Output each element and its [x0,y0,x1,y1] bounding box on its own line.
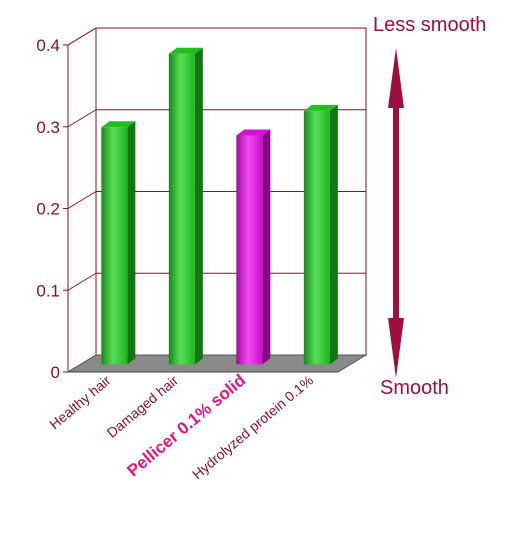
bar-front [303,110,330,365]
arrow-head-down [388,318,404,378]
gridline-side [67,27,97,46]
arrow-head-up [388,48,404,108]
bar-top [101,121,136,128]
bar-side [262,129,271,365]
y-tick-label: 0.4 [36,36,60,55]
chart-floor [66,354,368,373]
y-tick-label: 0.2 [36,200,60,219]
bar-side [194,47,203,365]
smooth-annotation: Smooth [380,377,449,399]
smoothness-double-arrow [388,48,404,378]
gridline-side [67,272,97,291]
bar-front [101,127,128,365]
less-smooth-annotation: Less smooth [373,14,487,36]
bar-top [236,129,271,136]
y-tick-label: 0 [51,363,60,382]
gridline-side [67,109,97,128]
gridline-side [67,191,97,209]
bar-side [127,121,136,365]
y-tick-label: 0.3 [36,118,60,137]
bars-group [101,47,338,365]
bar-top [168,47,203,54]
bar-front [236,135,263,365]
bar [101,121,136,365]
bar [303,104,338,365]
x-tick-label: Hydrolyzed protein 0.1% [189,372,316,482]
bar-side [329,104,338,365]
bar-top [303,104,338,111]
bar [168,47,203,365]
x-tick-label: Pellicer 0.1% solid [123,371,249,481]
y-tick-label: 0.1 [36,281,60,300]
bar [236,129,271,365]
bar-front [168,53,195,365]
y-tick-labels: 0 0.1 0.2 0.3 0.4 [36,36,60,382]
